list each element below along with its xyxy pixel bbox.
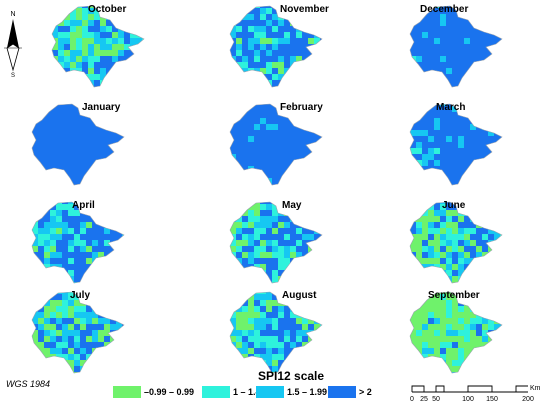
study-area-outline: [229, 291, 323, 374]
scale-tick-200: 200: [522, 396, 534, 403]
legend-label-class-3: 1.5 – 1.99: [287, 387, 328, 397]
legend-swatch-class-2: [202, 386, 230, 398]
map-panel-may: May: [218, 198, 348, 288]
map-panel-july: July: [20, 288, 150, 378]
month-label-june: June: [442, 200, 466, 211]
legend-label-class-2: 1 – 1.49: [233, 387, 266, 397]
scale-tick-150: 150: [486, 396, 498, 403]
legend-swatch-class-3: [256, 386, 284, 398]
study-area-outline: [409, 103, 503, 186]
month-label-august: August: [282, 290, 317, 301]
study-area-outline: [409, 291, 503, 374]
map-panel-june: June: [398, 198, 528, 288]
spi-map-april: [31, 201, 125, 284]
legend-label-class-4: > 2: [359, 387, 372, 397]
month-label-july: July: [70, 290, 91, 301]
month-label-march: March: [436, 102, 466, 113]
map-panel-october: October: [40, 2, 170, 92]
month-label-february: February: [280, 102, 323, 113]
month-label-november: November: [280, 4, 329, 15]
legend-item-class-2: 1 – 1.49: [202, 386, 266, 398]
scale-bar: Km 0 25 50 100 150 200: [410, 385, 541, 403]
legend-swatch-class-1: [113, 386, 141, 398]
spi-map-june: [409, 201, 503, 284]
study-area-outline: [409, 201, 503, 284]
map-panel-february: February: [218, 100, 348, 190]
north-arrow-icon: N S: [4, 11, 22, 78]
month-label-september: September: [428, 290, 480, 301]
study-area-outline: [229, 5, 323, 88]
spi-map-december: [409, 5, 503, 88]
scale-tick-0: 0: [410, 396, 414, 403]
month-label-april: April: [72, 200, 95, 211]
study-area-outline: [229, 201, 323, 284]
month-label-october: October: [88, 4, 127, 15]
study-area-outline: [51, 5, 145, 88]
study-area-outline: [31, 201, 125, 284]
month-label-may: May: [282, 200, 302, 211]
spi-map-august: [229, 291, 323, 374]
legend-item-class-1: –0.99 – 0.99: [113, 386, 194, 398]
scale-tick-50: 50: [432, 396, 440, 403]
spi-map-november: [229, 5, 323, 88]
spi-map-october: [51, 5, 145, 88]
map-panel-august: August: [218, 288, 348, 378]
map-panel-april: April: [20, 198, 150, 288]
spi-map-february: [229, 103, 323, 186]
crs-label: WGS 1984: [6, 379, 51, 389]
legend-item-class-3: 1.5 – 1.99: [256, 386, 327, 398]
map-panel-december: December: [398, 2, 528, 92]
legend-swatch-class-4: [328, 386, 356, 398]
month-label-december: December: [420, 4, 469, 15]
scale-tick-100: 100: [462, 396, 474, 403]
south-letter: S: [11, 73, 15, 78]
spi-map-september: [409, 291, 503, 374]
legend: –0.99 – 0.99 1 – 1.49 1.5 – 1.99 > 2: [0, 386, 400, 406]
map-panel-january: January: [20, 100, 150, 190]
spi-map-march: [409, 103, 503, 186]
spi-map-july: [31, 291, 125, 374]
study-area-outline: [229, 103, 323, 186]
study-area-outline: [31, 291, 125, 374]
legend-label-class-1: –0.99 – 0.99: [144, 387, 195, 397]
map-panel-november: November: [218, 2, 348, 92]
legend-title: SPI12 scale: [258, 369, 325, 383]
map-panel-september: September: [398, 288, 528, 378]
north-letter: N: [10, 11, 15, 18]
spi-map-january: [31, 103, 125, 186]
scale-unit: Km: [530, 385, 541, 392]
spi-map-may: [229, 201, 323, 284]
study-area-outline: [409, 5, 503, 88]
month-label-january: January: [82, 102, 121, 113]
legend-item-class-4: > 2: [328, 386, 372, 398]
scale-tick-25: 25: [420, 396, 428, 403]
study-area-outline: [31, 103, 125, 186]
map-panel-march: March: [398, 100, 528, 190]
